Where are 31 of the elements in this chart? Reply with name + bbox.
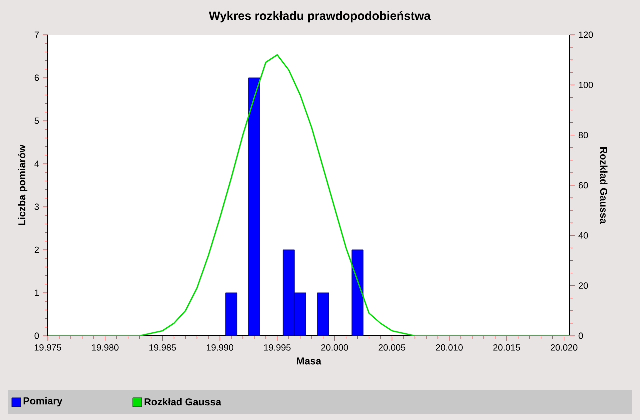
x-tick-label: 20.020 <box>550 344 578 351</box>
legend-label: Rozkład Gaussa <box>144 398 222 406</box>
x-tick-label: 19.980 <box>92 344 119 351</box>
y2-tick-label: 100 <box>579 82 594 88</box>
y-tick-label: 7 <box>34 32 40 38</box>
x-axis-title: Masa <box>297 358 322 365</box>
y2-tick-label: 0 <box>578 332 584 340</box>
y-tick-label: 0 <box>34 332 40 340</box>
y-tick-label: 3 <box>34 204 40 210</box>
legend-label: Pomiary <box>24 397 63 407</box>
x-tick-label: 19.995 <box>264 344 291 351</box>
y2-axis-title: Rozkład Gaussa <box>600 148 608 224</box>
y-tick-label: 1 <box>35 290 40 296</box>
x-tick-label: 19.985 <box>150 344 176 351</box>
x-tick-label: 20.000 <box>322 344 348 351</box>
x-tick-label: 20.015 <box>494 344 520 351</box>
x-tick-label: 19.975 <box>34 344 62 351</box>
y2-tick-label: 80 <box>578 132 588 139</box>
y-tick-label: 5 <box>34 118 40 124</box>
x-tick-label: 19.990 <box>207 344 234 351</box>
x-tick-label: 20.005 <box>378 344 406 351</box>
y2-tick-label: 20 <box>578 282 588 290</box>
y-tick-label: 2 <box>34 246 40 254</box>
y2-tick-label: 120 <box>579 32 594 38</box>
x-tick-label: 20.010 <box>436 344 463 351</box>
y-tick-label: 4 <box>34 160 40 168</box>
y-axis-title: Liczba pomiarów <box>18 144 28 226</box>
y2-tick-label: 40 <box>578 232 588 239</box>
y2-tick-label: 60 <box>578 182 588 189</box>
y-tick-label: 6 <box>34 74 40 82</box>
chart-title: Wykres rozkładu prawdopodobieństwa <box>209 11 431 23</box>
